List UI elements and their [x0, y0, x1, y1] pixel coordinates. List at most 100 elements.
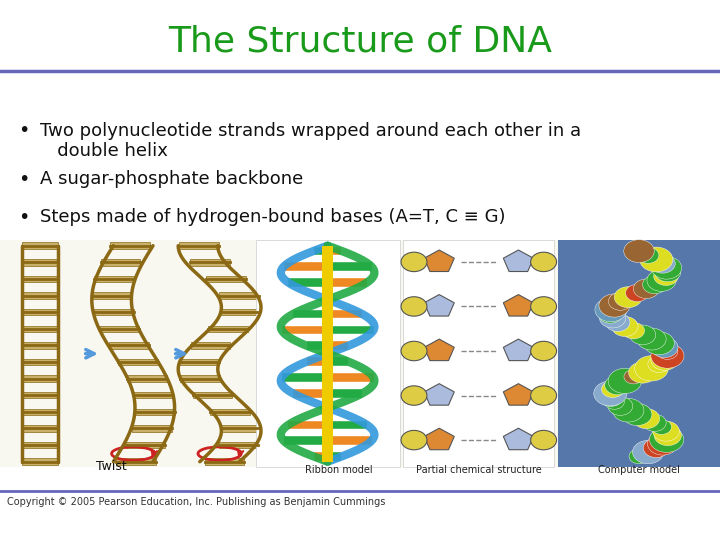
- Circle shape: [608, 368, 642, 394]
- Bar: [22, 259, 58, 266]
- Bar: [288, 278, 328, 287]
- Circle shape: [531, 252, 557, 272]
- Bar: [116, 458, 156, 465]
- Bar: [22, 326, 58, 332]
- Bar: [193, 392, 233, 399]
- Text: Steps made of hydrogen-bound bases (A=T, C ≡ G): Steps made of hydrogen-bound bases (A=T,…: [40, 208, 505, 226]
- Bar: [0, 240, 720, 467]
- Circle shape: [651, 350, 678, 370]
- Circle shape: [653, 421, 680, 441]
- Circle shape: [600, 308, 626, 328]
- Text: A sugar-phosphate backbone: A sugar-phosphate backbone: [40, 170, 303, 188]
- Circle shape: [644, 438, 669, 457]
- Bar: [219, 442, 258, 448]
- Circle shape: [654, 262, 681, 282]
- Bar: [132, 425, 171, 431]
- Circle shape: [624, 240, 654, 262]
- Bar: [288, 421, 328, 429]
- Bar: [100, 326, 140, 332]
- Circle shape: [633, 441, 664, 464]
- Bar: [328, 247, 341, 255]
- Circle shape: [602, 381, 624, 397]
- Circle shape: [654, 425, 681, 446]
- Bar: [125, 442, 165, 448]
- Bar: [328, 373, 374, 382]
- Bar: [22, 425, 58, 431]
- Circle shape: [654, 267, 678, 286]
- Circle shape: [639, 247, 672, 272]
- Bar: [328, 326, 374, 334]
- Circle shape: [401, 297, 427, 316]
- Bar: [220, 292, 259, 299]
- Bar: [191, 342, 230, 349]
- Bar: [22, 309, 58, 315]
- Bar: [328, 310, 362, 319]
- Bar: [324, 405, 328, 414]
- Bar: [180, 359, 220, 365]
- Circle shape: [401, 386, 427, 405]
- Bar: [284, 436, 328, 445]
- Circle shape: [657, 344, 678, 360]
- Bar: [101, 259, 140, 266]
- Bar: [22, 442, 58, 448]
- Circle shape: [642, 275, 667, 294]
- Circle shape: [623, 322, 644, 339]
- Bar: [22, 292, 58, 299]
- Text: •: •: [18, 122, 30, 140]
- Bar: [109, 342, 148, 349]
- Bar: [220, 309, 259, 315]
- Bar: [293, 389, 328, 397]
- Bar: [256, 240, 400, 467]
- Circle shape: [531, 430, 557, 450]
- Bar: [22, 276, 58, 282]
- Circle shape: [598, 305, 623, 323]
- Bar: [314, 452, 328, 461]
- Circle shape: [606, 313, 630, 332]
- Bar: [119, 359, 158, 365]
- Bar: [328, 421, 367, 429]
- Circle shape: [651, 343, 684, 368]
- Circle shape: [531, 386, 557, 405]
- Circle shape: [650, 254, 675, 273]
- Bar: [328, 341, 348, 350]
- Bar: [208, 326, 248, 332]
- Circle shape: [647, 433, 678, 455]
- Bar: [22, 242, 58, 249]
- Bar: [403, 240, 554, 467]
- Bar: [284, 262, 328, 271]
- Circle shape: [643, 414, 666, 431]
- Text: Copyright © 2005 Pearson Education, Inc. Publishing as Benjamin Cummings: Copyright © 2005 Pearson Education, Inc.…: [7, 497, 386, 507]
- Circle shape: [629, 325, 656, 345]
- Bar: [558, 240, 720, 467]
- Circle shape: [629, 449, 649, 464]
- Circle shape: [401, 430, 427, 450]
- Circle shape: [652, 256, 682, 279]
- Bar: [181, 375, 220, 382]
- Text: •: •: [18, 170, 30, 189]
- Circle shape: [401, 341, 427, 361]
- Circle shape: [636, 328, 666, 350]
- Bar: [322, 246, 333, 462]
- Text: Computer model: Computer model: [598, 465, 680, 476]
- Bar: [94, 276, 134, 282]
- Bar: [204, 458, 244, 465]
- Circle shape: [605, 394, 624, 409]
- Bar: [127, 375, 167, 382]
- Circle shape: [605, 375, 631, 395]
- Bar: [135, 409, 174, 415]
- Bar: [221, 425, 261, 431]
- Text: Partial chemical structure: Partial chemical structure: [416, 465, 541, 476]
- Circle shape: [599, 389, 623, 407]
- Circle shape: [652, 420, 672, 435]
- Bar: [179, 242, 219, 249]
- Bar: [22, 375, 58, 382]
- Circle shape: [531, 297, 557, 316]
- Circle shape: [531, 341, 557, 361]
- Bar: [328, 357, 348, 366]
- Circle shape: [626, 285, 649, 302]
- Bar: [92, 292, 132, 299]
- Circle shape: [651, 338, 678, 357]
- Bar: [293, 310, 328, 319]
- Bar: [307, 341, 328, 350]
- Bar: [307, 357, 328, 366]
